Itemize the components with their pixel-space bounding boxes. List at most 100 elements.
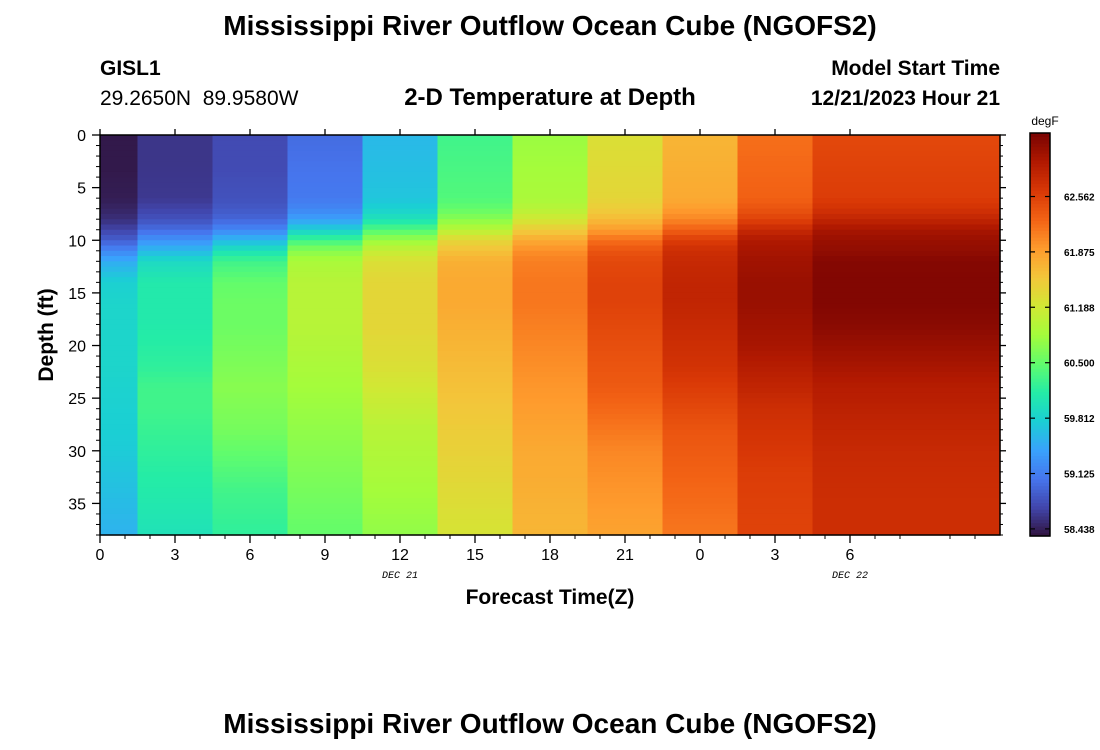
heatmap-cell — [137, 387, 214, 394]
heatmap-cell — [812, 424, 1001, 431]
heatmap-cell — [137, 471, 214, 478]
heatmap-cell — [737, 287, 814, 294]
heatmap-cell — [437, 382, 514, 389]
heatmap-cell — [512, 408, 589, 415]
heatmap-cell — [737, 192, 814, 199]
heatmap-cell — [437, 277, 514, 283]
colorbar-segment — [1030, 522, 1050, 527]
heatmap-cell — [662, 224, 739, 231]
heatmap-cell — [137, 282, 214, 289]
heatmap-cell — [662, 266, 739, 273]
heatmap-cell — [287, 287, 364, 294]
heatmap-cell — [362, 440, 439, 447]
heatmap-cell — [587, 482, 664, 489]
heatmap-cell — [587, 287, 664, 294]
heatmap-cell — [662, 313, 739, 320]
heatmap-cell — [362, 208, 439, 215]
heatmap-cell — [137, 256, 214, 262]
heatmap-cell — [137, 229, 214, 236]
heatmap-cell — [662, 345, 739, 352]
heatmap-cell — [362, 445, 439, 452]
heatmap-cell — [737, 235, 814, 241]
heatmap-cell — [737, 256, 814, 262]
heatmap-cell — [812, 235, 1001, 241]
heatmap-cell — [362, 298, 439, 305]
colorbar-segment — [1030, 341, 1050, 346]
colorbar-segment — [1030, 529, 1050, 534]
heatmap-cell — [587, 187, 664, 194]
heatmap-cell — [812, 450, 1001, 457]
heatmap-cell — [212, 429, 289, 436]
heatmap-cell — [812, 277, 1001, 283]
heatmap-cell — [287, 371, 364, 378]
heatmap-cell — [437, 308, 514, 315]
heatmap-cell — [437, 145, 514, 152]
heatmap-cell — [100, 371, 139, 378]
heatmap-cell — [287, 271, 364, 278]
colorbar-tick-label: 61.875 — [1064, 248, 1095, 259]
heatmap-cell — [212, 335, 289, 341]
model-start-value: 12/21/2023 Hour 21 — [810, 87, 1000, 110]
heatmap-cell — [100, 313, 139, 320]
heatmap-cell — [737, 303, 814, 310]
heatmap-cell — [100, 382, 139, 389]
heatmap-cell — [212, 345, 289, 352]
colorbar-tick-label: 59.125 — [1064, 470, 1095, 481]
heatmap-cell — [362, 240, 439, 247]
heatmap-cell — [737, 361, 814, 368]
heatmap-cell — [662, 292, 739, 299]
heatmap-cell — [587, 440, 664, 447]
heatmap-cell — [737, 371, 814, 378]
colorbar-segment — [1030, 472, 1050, 477]
heatmap-cell — [212, 261, 289, 268]
heatmap-cell — [437, 508, 514, 515]
heatmap-cell — [362, 377, 439, 383]
heatmap-cell — [737, 282, 814, 289]
heatmap-cell — [100, 229, 139, 236]
heatmap-cell — [212, 524, 289, 531]
heatmap-cell — [512, 361, 589, 368]
colorbar-segment — [1030, 411, 1050, 416]
heatmap-cell — [100, 471, 139, 478]
heatmap-cell — [137, 303, 214, 310]
heatmap-cell — [737, 513, 814, 520]
heatmap-cell — [812, 361, 1001, 368]
heatmap-cell — [137, 213, 214, 220]
heatmap-cell — [100, 235, 139, 241]
heatmap-cell — [287, 377, 364, 383]
heatmap-cell — [812, 366, 1001, 373]
colorbar-segment — [1030, 149, 1050, 154]
heatmap-cell — [437, 166, 514, 173]
heatmap-cell — [287, 456, 364, 462]
heatmap-cell — [437, 240, 514, 247]
heatmap-cell — [437, 361, 514, 368]
heatmap-cell — [100, 524, 139, 531]
heatmap-cell — [587, 403, 664, 410]
heatmap-cell — [212, 356, 289, 362]
heatmap-cell — [662, 256, 739, 262]
heatmap-cell — [512, 156, 589, 162]
heatmap-cell — [737, 477, 814, 483]
heatmap-cell — [662, 461, 739, 468]
heatmap-cell — [100, 435, 139, 441]
heatmap-cell — [737, 329, 814, 336]
heatmap-cell — [212, 403, 289, 410]
heatmap-cell — [100, 187, 139, 194]
colorbar-segment — [1030, 492, 1050, 497]
colorbar-segment — [1030, 327, 1050, 332]
heatmap-cell — [212, 319, 289, 326]
heatmap-cell — [137, 487, 214, 494]
heatmap-cell — [662, 203, 739, 210]
heatmap-cell — [362, 340, 439, 347]
heatmap-cell — [100, 513, 139, 520]
heatmap-cell — [287, 350, 364, 357]
heatmap-cell — [662, 308, 739, 315]
heatmap-cell — [362, 303, 439, 310]
heatmap-cell — [812, 487, 1001, 494]
heatmap-cell — [100, 429, 139, 436]
heatmap-cell — [662, 419, 739, 426]
colorbar-tick-label: 59.812 — [1064, 414, 1095, 425]
heatmap-cell — [587, 277, 664, 283]
heatmap-cell — [737, 487, 814, 494]
colorbar-segment — [1030, 371, 1050, 376]
